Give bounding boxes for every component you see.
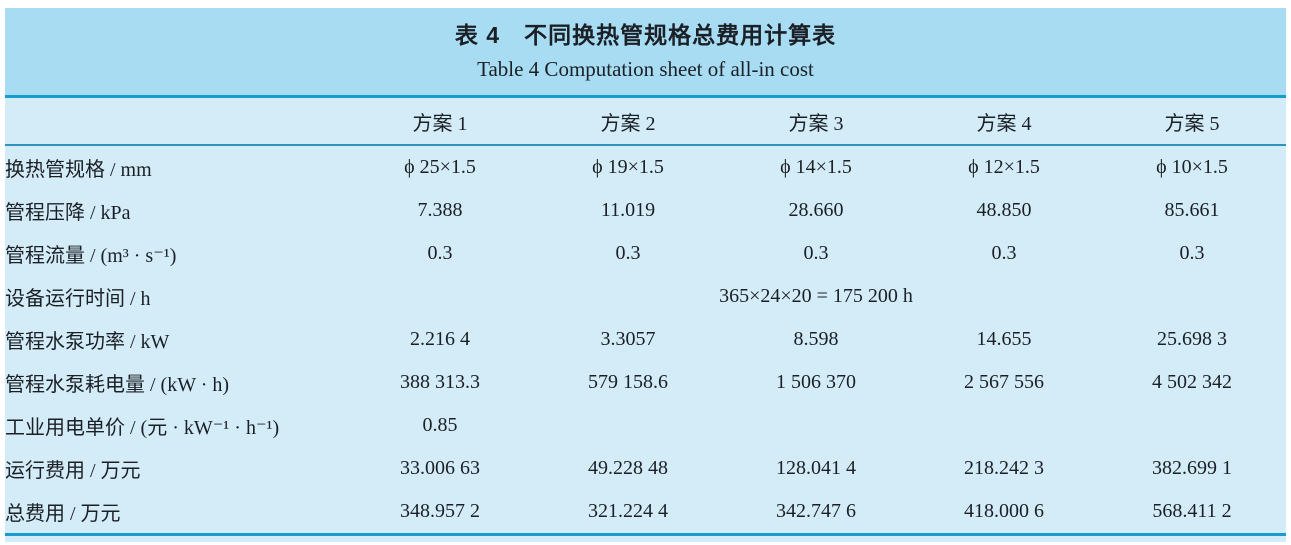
header-scheme-3: 方案 3 <box>722 98 910 146</box>
cell-value <box>534 404 722 447</box>
cell-value: 0.3 <box>991 242 1017 264</box>
cell-value: 49.228 48 <box>588 457 668 479</box>
header-row: 方案 1 方案 2 方案 3 方案 4 方案 5 <box>5 98 1286 146</box>
cell-value: 348.957 2 <box>346 490 534 536</box>
cell-value: 568.411 2 <box>1098 490 1286 536</box>
table-row-operating-cost: 运行费用 / 万元 33.006 63 49.228 48 128.041 4 … <box>5 447 1286 490</box>
table-row-power-consumption: 管程水泵耗电量 / (kW · h) 388 313.3 579 158.6 1… <box>5 361 1286 404</box>
cell-value: 388 313.3 <box>400 371 480 393</box>
table-row-flow-rate: 管程流量 / (m³ · s⁻¹) 0.3 0.3 0.3 0.3 0.3 <box>5 232 1286 275</box>
table-row-total-cost: 总费用 / 万元 348.957 2 321.224 4 342.747 6 4… <box>5 490 1286 536</box>
cell-value <box>1098 404 1286 447</box>
cell-span-value: 365×24×20 = 175 200 h <box>719 285 913 307</box>
row-label: 管程水泵功率 / kW <box>5 331 170 353</box>
cell-value: 0.3 <box>1179 242 1205 264</box>
table-title-chinese: 表 4 不同换热管规格总费用计算表 <box>454 22 837 48</box>
row-label: 管程水泵耗电量 / (kW · h) <box>5 374 230 396</box>
cell-value: ϕ 19×1.5 <box>592 156 664 178</box>
row-label: 管程压降 / kPa <box>5 202 131 224</box>
header-corner-cell <box>5 98 346 146</box>
header-scheme-2: 方案 2 <box>534 98 722 146</box>
cell-value: 85.661 <box>1164 199 1220 221</box>
cell-value: 8.598 <box>793 328 839 350</box>
cell-value: ϕ 14×1.5 <box>780 156 852 178</box>
cell-value <box>910 404 1098 447</box>
cell-value: 0.3 <box>803 242 829 264</box>
cell-value: 33.006 63 <box>400 457 480 479</box>
cell-value: 0.3 <box>427 242 453 264</box>
row-label: 运行费用 / 万元 <box>5 460 141 482</box>
cell-value: 0.3 <box>615 242 641 264</box>
cell-value: 48.850 <box>976 199 1032 221</box>
table-row-electricity-price: 工业用电单价 / (元 · kW⁻¹ · h⁻¹) 0.85 <box>5 404 1286 447</box>
cell-value: 0.85 <box>422 414 458 436</box>
cell-value <box>722 404 910 447</box>
table-row-pressure-drop: 管程压降 / kPa 7.388 11.019 28.660 48.850 85… <box>5 189 1286 232</box>
cell-value: 2 567 556 <box>964 371 1044 393</box>
cell-value: 14.655 <box>976 328 1032 350</box>
row-label: 设备运行时间 / h <box>5 288 151 310</box>
cell-value: 321.224 4 <box>534 490 722 536</box>
row-label: 总费用 / 万元 <box>5 490 346 536</box>
cell-value: 4 502 342 <box>1152 371 1232 393</box>
cell-value: 25.698 3 <box>1157 328 1227 350</box>
header-scheme-4: 方案 4 <box>910 98 1098 146</box>
cell-value: 3.3057 <box>600 328 656 350</box>
table-title-band: 表 4 不同换热管规格总费用计算表 Table 4 Computation sh… <box>5 8 1286 98</box>
cell-value: 11.019 <box>600 199 656 221</box>
cell-value: ϕ 25×1.5 <box>404 156 476 178</box>
cell-value: 128.041 4 <box>776 457 856 479</box>
cell-value: 2.216 4 <box>410 328 470 350</box>
table-panel: 表 4 不同换热管规格总费用计算表 Table 4 Computation sh… <box>5 8 1286 542</box>
table-title-english: Table 4 Computation sheet of all-in cost <box>477 57 814 81</box>
cell-value: 218.242 3 <box>964 457 1044 479</box>
table-row-tube-spec: 换热管规格 / mm ϕ 25×1.5 ϕ 19×1.5 ϕ 14×1.5 ϕ … <box>5 145 1286 189</box>
cell-value: 382.699 1 <box>1152 457 1232 479</box>
row-label: 换热管规格 / mm <box>5 159 152 181</box>
cell-value: 418.000 6 <box>910 490 1098 536</box>
table-row-pump-power: 管程水泵功率 / kW 2.216 4 3.3057 8.598 14.655 … <box>5 318 1286 361</box>
cost-table: 方案 1 方案 2 方案 3 方案 4 方案 5 换热管规格 / mm ϕ 25… <box>5 98 1286 536</box>
row-label: 工业用电单价 / (元 · kW⁻¹ · h⁻¹) <box>5 417 280 439</box>
bottom-padding <box>5 536 1286 542</box>
cell-value: ϕ 10×1.5 <box>1156 156 1228 178</box>
cell-value: 342.747 6 <box>722 490 910 536</box>
cell-value: 7.388 <box>417 199 463 221</box>
cell-value: ϕ 12×1.5 <box>968 156 1040 178</box>
header-scheme-5: 方案 5 <box>1098 98 1286 146</box>
cell-value: 1 506 370 <box>776 371 856 393</box>
cell-value: 579 158.6 <box>588 371 668 393</box>
table-row-operating-time: 设备运行时间 / h 365×24×20 = 175 200 h <box>5 275 1286 318</box>
header-scheme-1: 方案 1 <box>346 98 534 146</box>
row-label: 管程流量 / (m³ · s⁻¹) <box>5 245 177 267</box>
cell-value: 28.660 <box>788 199 844 221</box>
